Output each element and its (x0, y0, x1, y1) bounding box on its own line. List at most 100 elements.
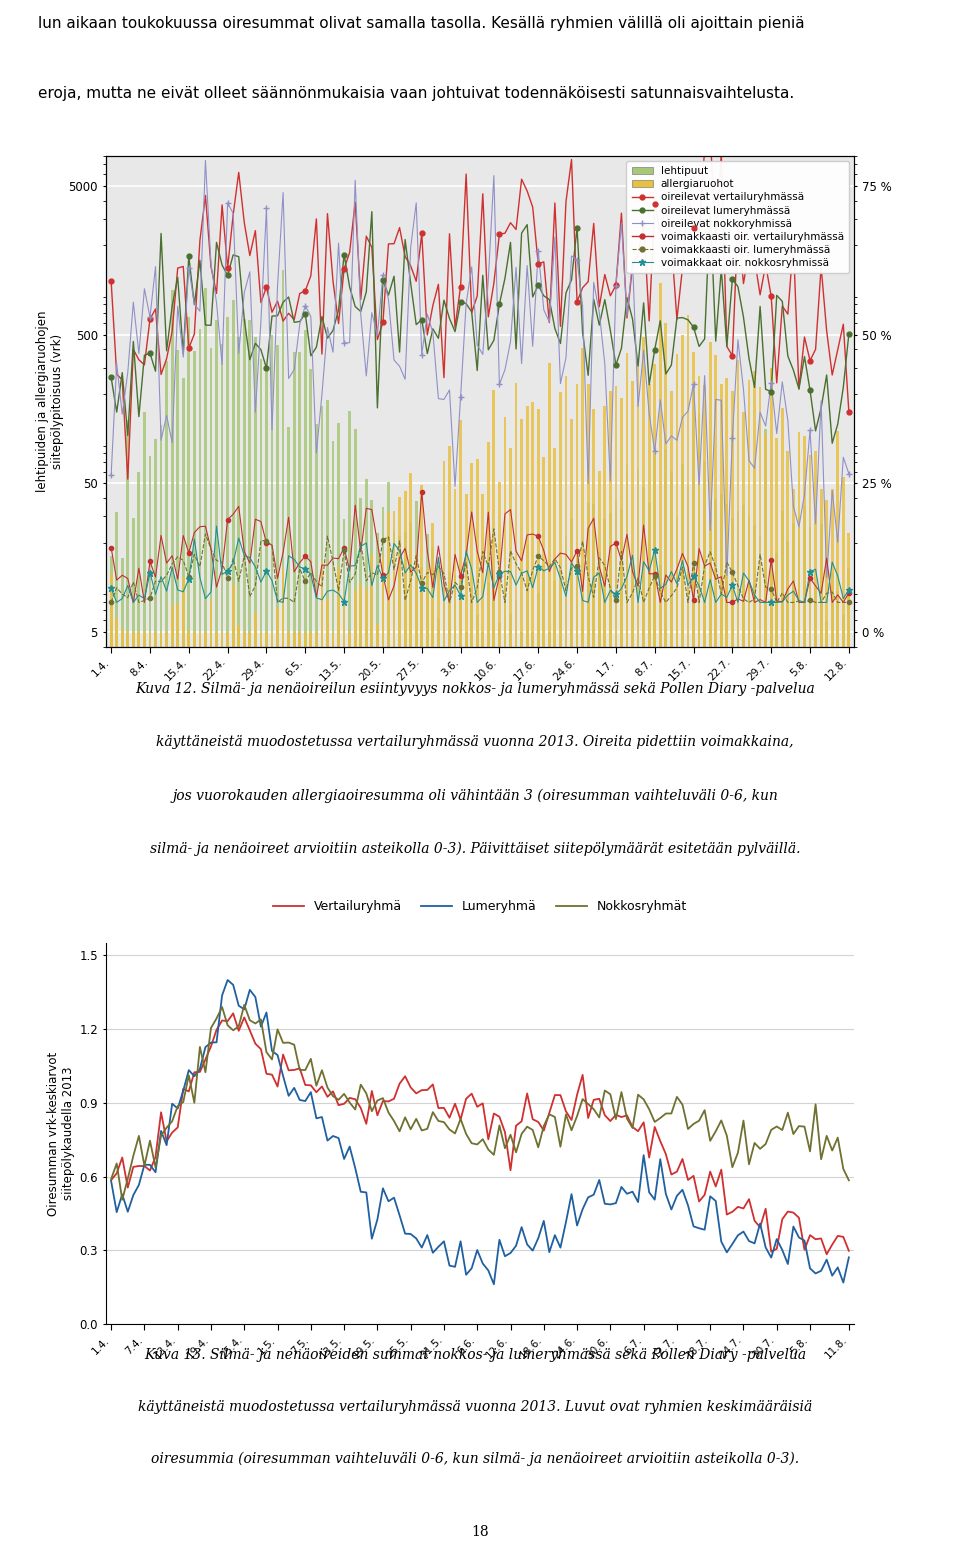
Legend: Vertailuryhmä, Lumeryhmä, Nokkosryhmät: Vertailuryhmä, Lumeryhmä, Nokkosryhmät (268, 896, 692, 918)
Text: Kuva 12. Silmä- ja nenäoireilun esiintyvyys nokkos- ja lumeryhmässä sekä Pollen : Kuva 12. Silmä- ja nenäoireilun esiintyv… (135, 682, 815, 696)
Text: lun aikaan toukokuussa oiresummat olivat samalla tasolla. Kesällä ryhmien välill: lun aikaan toukokuussa oiresummat olivat… (38, 16, 805, 31)
Bar (742, 411, 745, 1558)
Bar (443, 576, 445, 1558)
Bar (371, 555, 373, 1558)
Line: Nokkosryhmät: Nokkosryhmät (111, 1005, 849, 1200)
Bar (670, 471, 673, 1558)
Bar (770, 562, 773, 1558)
Bar (764, 435, 767, 1558)
Bar (720, 385, 723, 1558)
Bar (343, 519, 346, 1558)
Bar (193, 633, 196, 1558)
Bar (331, 441, 334, 1558)
Bar (487, 583, 490, 1558)
Bar (604, 407, 606, 1558)
Bar (443, 461, 445, 1558)
Nokkosryhmät (843, 1172, 854, 1190)
Bar (487, 442, 490, 1558)
Bar (515, 600, 517, 1558)
Bar (798, 433, 801, 1558)
Bar (137, 472, 140, 1558)
Bar (165, 361, 168, 1558)
Bar (592, 503, 595, 1558)
Vertailuryhmä (144, 1161, 156, 1179)
Vertailuryhmä (106, 1170, 117, 1189)
Bar (149, 456, 152, 1558)
Bar (631, 562, 634, 1558)
Bar (420, 485, 423, 1558)
Nokkosryhmät (238, 996, 250, 1014)
Bar (748, 516, 751, 1558)
Bar (199, 329, 202, 1558)
Bar (636, 469, 639, 1558)
Bar (476, 614, 479, 1558)
Bar (731, 391, 733, 1558)
Bar (542, 458, 545, 1558)
Bar (659, 564, 661, 1558)
Bar (526, 545, 529, 1558)
Bar (137, 633, 140, 1558)
Bar (704, 461, 706, 1558)
Bar (343, 594, 346, 1558)
Bar (381, 556, 384, 1558)
Bar (304, 633, 306, 1558)
Line: Vertailuryhmä: Vertailuryhmä (111, 1013, 849, 1254)
Bar (337, 567, 340, 1558)
Bar (814, 587, 817, 1558)
Bar (348, 633, 351, 1558)
Bar (398, 536, 401, 1558)
Bar (387, 481, 390, 1558)
Bar (564, 538, 567, 1558)
Line: Lumeryhmä: Lumeryhmä (111, 980, 849, 1284)
Bar (381, 508, 384, 1558)
Bar (642, 486, 645, 1558)
Bar (437, 619, 440, 1558)
Y-axis label: lehtipuiden ja allergiaruohojen
siitepölypitoisuus (vrk): lehtipuiden ja allergiaruohojen siitepöl… (36, 310, 64, 492)
Bar (820, 523, 823, 1558)
Bar (826, 622, 828, 1558)
Lumeryhmä (272, 1045, 283, 1064)
Nokkosryhmät (116, 1190, 128, 1209)
Bar (337, 422, 340, 1558)
Bar (127, 633, 130, 1558)
Bar (770, 368, 773, 1558)
Bar (155, 633, 156, 1558)
Bar (664, 323, 667, 1558)
Bar (736, 511, 739, 1558)
Bar (648, 503, 651, 1558)
Bar (692, 390, 695, 1558)
Bar (326, 598, 329, 1558)
Bar (726, 379, 729, 1558)
Bar (648, 385, 651, 1558)
Lumeryhmä (843, 1248, 854, 1267)
Bar (199, 633, 202, 1558)
Bar (359, 497, 362, 1558)
Bar (371, 500, 373, 1558)
Bar (776, 438, 779, 1558)
Bar (354, 428, 356, 1558)
Bar (676, 354, 679, 1558)
Bar (299, 352, 301, 1558)
Bar (121, 558, 124, 1558)
Bar (431, 523, 434, 1558)
Bar (654, 455, 656, 1558)
Bar (792, 523, 795, 1558)
Bar (359, 584, 362, 1558)
Bar (620, 508, 623, 1558)
Bar (498, 481, 501, 1558)
Bar (204, 633, 206, 1558)
Bar (681, 335, 684, 1558)
Bar (548, 633, 551, 1558)
Bar (115, 513, 118, 1558)
Bar (531, 633, 534, 1558)
Bar (165, 633, 168, 1558)
Bar (587, 503, 589, 1558)
Bar (587, 383, 589, 1558)
Bar (570, 419, 573, 1558)
Bar (415, 553, 418, 1558)
Bar (736, 360, 739, 1558)
Bar (171, 290, 174, 1558)
Bar (492, 390, 495, 1558)
Vertailuryhmä (804, 1226, 816, 1245)
Bar (365, 478, 368, 1558)
